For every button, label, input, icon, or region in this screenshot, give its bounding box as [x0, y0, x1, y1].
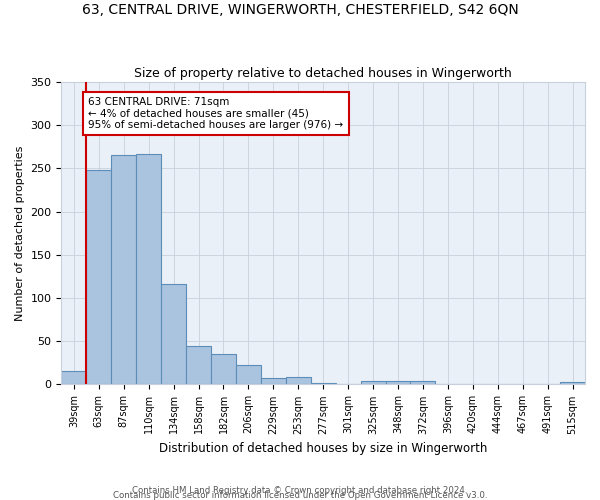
Bar: [161, 284, 186, 384]
Bar: [386, 381, 410, 384]
Bar: [136, 154, 161, 384]
Bar: [111, 156, 136, 384]
Bar: [186, 346, 211, 385]
Bar: [311, 382, 335, 384]
X-axis label: Distribution of detached houses by size in Wingerworth: Distribution of detached houses by size …: [159, 442, 487, 455]
Bar: [261, 378, 286, 384]
Text: Contains public sector information licensed under the Open Government Licence v3: Contains public sector information licen…: [113, 491, 487, 500]
Bar: [286, 376, 311, 384]
Bar: [361, 381, 386, 384]
Text: 63 CENTRAL DRIVE: 71sqm
← 4% of detached houses are smaller (45)
95% of semi-det: 63 CENTRAL DRIVE: 71sqm ← 4% of detached…: [88, 96, 343, 130]
Bar: [86, 170, 111, 384]
Bar: [410, 381, 436, 384]
Text: Contains HM Land Registry data © Crown copyright and database right 2024.: Contains HM Land Registry data © Crown c…: [132, 486, 468, 495]
Text: 63, CENTRAL DRIVE, WINGERWORTH, CHESTERFIELD, S42 6QN: 63, CENTRAL DRIVE, WINGERWORTH, CHESTERF…: [82, 2, 518, 16]
Y-axis label: Number of detached properties: Number of detached properties: [15, 146, 25, 321]
Bar: [211, 354, 236, 384]
Title: Size of property relative to detached houses in Wingerworth: Size of property relative to detached ho…: [134, 66, 512, 80]
Bar: [560, 382, 585, 384]
Bar: [61, 370, 86, 384]
Bar: [236, 366, 261, 384]
